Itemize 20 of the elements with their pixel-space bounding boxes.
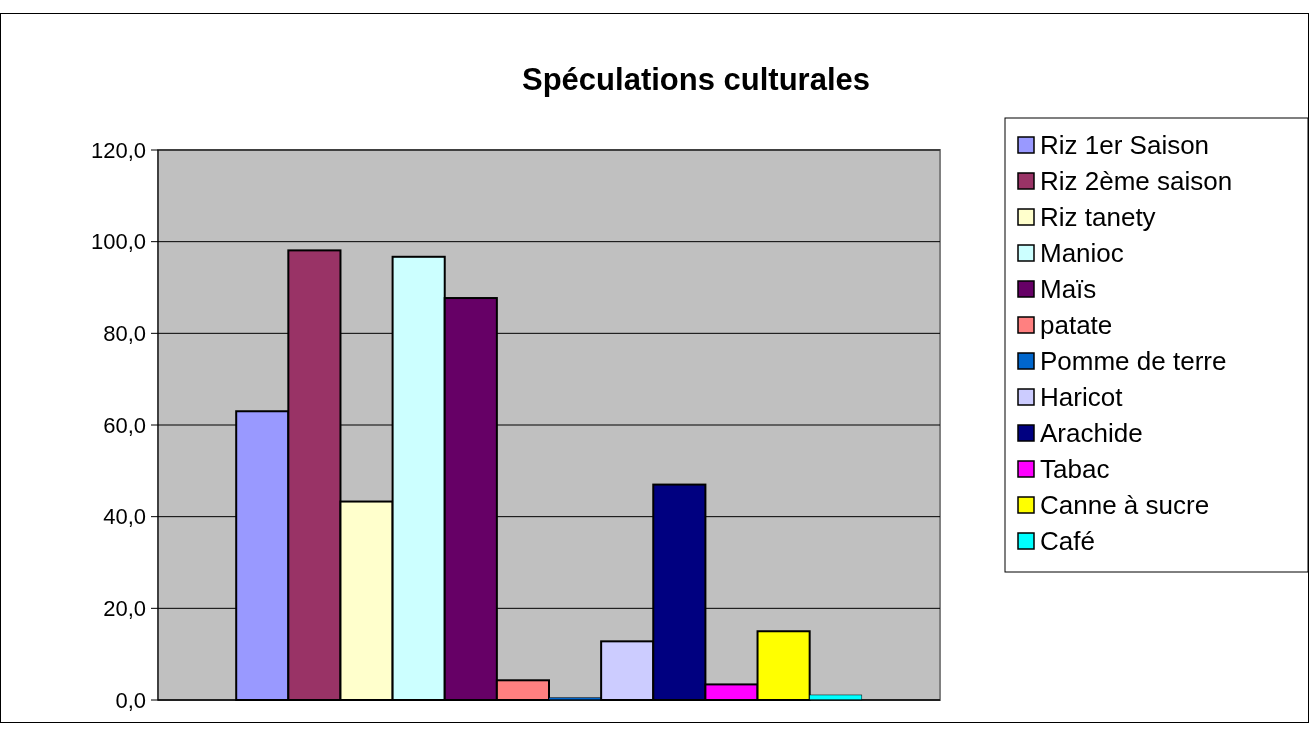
y-tick-label: 40,0 bbox=[103, 504, 146, 530]
legend-label: Arachide bbox=[1040, 418, 1143, 449]
legend-label: Riz 2ème saison bbox=[1040, 166, 1233, 197]
legend-label: Haricot bbox=[1040, 382, 1124, 413]
y-tick-label: 100,0 bbox=[90, 229, 146, 255]
y-tick-label: 60,0 bbox=[103, 412, 146, 438]
chart-title: Spéculations culturales bbox=[522, 62, 870, 97]
legend-label: Tabac bbox=[1040, 454, 1110, 485]
y-tick-label: 80,0 bbox=[103, 321, 146, 347]
legend-label: Riz 1er Saison bbox=[1040, 130, 1210, 161]
y-tick-label: 0,0 bbox=[115, 687, 146, 713]
legend-label: Café bbox=[1040, 526, 1095, 557]
legend-label: Riz tanety bbox=[1040, 202, 1156, 233]
legend-label: Maïs bbox=[1040, 274, 1097, 305]
y-tick-label: 20,0 bbox=[103, 596, 146, 622]
legend-label: Pomme de terre bbox=[1040, 346, 1227, 377]
legend-label: patate bbox=[1040, 310, 1113, 341]
y-tick-label: 120,0 bbox=[90, 137, 146, 163]
legend-label: Manioc bbox=[1040, 238, 1124, 269]
legend-label: Canne à sucre bbox=[1040, 490, 1210, 521]
